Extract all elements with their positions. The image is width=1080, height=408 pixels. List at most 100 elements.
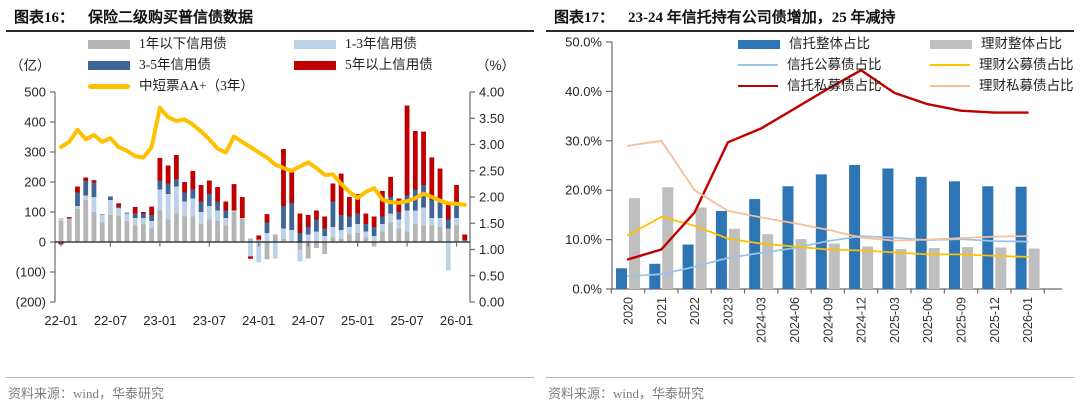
svg-text:25-07: 25-07 — [390, 313, 423, 328]
figure16-source-note: 资料来源：wind，华泰研究 — [6, 377, 534, 408]
figure17-legend-label: 理财整体占比 — [981, 36, 1062, 51]
svg-text:3.50: 3.50 — [479, 111, 504, 126]
svg-text:3.00: 3.00 — [479, 137, 504, 152]
svg-text:2022: 2022 — [688, 297, 702, 325]
svg-text:30.0%: 30.0% — [565, 133, 602, 148]
figure16-legend-item: 1-3年信用债 — [294, 34, 433, 54]
figure17-chart-area: 50.0% 40.0% 30.0% 20.0% 10.0% 0.0% 2020 2021 202… — [540, 32, 1080, 377]
figure16-legend-swatch — [294, 60, 336, 70]
figure16-legend-label: 5年以上信用债 — [345, 57, 433, 72]
figure16-legend-swatch — [88, 83, 130, 89]
svg-text:2021: 2021 — [655, 297, 669, 325]
figure17-legend-item: 理财私募债占比 — [930, 76, 1074, 96]
figure17-legend-swatch — [738, 64, 778, 66]
figure17-panel: 图表17： 23-24 年信托持有公司债增加，25 年减持 50.0% 40.0% 3… — [540, 0, 1080, 408]
figure17-x-labels: 2020 2021 2022 2023 2024-03 2024-06 2024-09 202… — [622, 297, 1036, 343]
figure16-legend: 1年以下信用债 1-3年信用债 3-5年信用债 5年以上信用债中短票AA+（3年） — [88, 34, 433, 96]
figure17-legend: 信托整体占比 理财整体占比信托公募债占比 理财公募债占比信托私募债占比 理财私募债占比 — [738, 34, 1074, 96]
figure17-legend-item: 信托整体占比 — [738, 34, 930, 54]
svg-text:0.50: 0.50 — [479, 268, 504, 283]
figure16-legend-item: 3-5年信用债 — [88, 55, 294, 75]
svg-text:0.0%: 0.0% — [572, 282, 602, 297]
svg-text:2024-09: 2024-09 — [821, 297, 835, 343]
svg-text:2025-12: 2025-12 — [988, 297, 1002, 343]
svg-text:22-01: 22-01 — [44, 313, 77, 328]
figure16-legend-label: 中短票AA+（3年） — [139, 78, 254, 93]
svg-text:40.0%: 40.0% — [565, 84, 602, 99]
svg-text:(100): (100) — [16, 265, 46, 280]
figure16-yield-line — [59, 105, 467, 207]
svg-text:2026-01: 2026-01 — [1021, 297, 1035, 343]
svg-text:2025-09: 2025-09 — [955, 297, 969, 343]
figure17-legend-swatch — [930, 39, 972, 49]
figure16-tag: 图表16： — [14, 10, 75, 26]
svg-text:（%）: （%） — [476, 58, 515, 73]
svg-text:100: 100 — [24, 205, 46, 220]
svg-text:1.50: 1.50 — [479, 216, 504, 231]
figure17-legend-item: 理财公募债占比 — [930, 55, 1074, 75]
figure17-header: 图表17： 23-24 年信托持有公司债增加，25 年减持 — [546, 0, 1074, 32]
svg-text:20.0%: 20.0% — [565, 183, 602, 198]
svg-text:10.0%: 10.0% — [565, 232, 602, 247]
svg-text:2020: 2020 — [622, 297, 636, 325]
figure17-lines — [626, 69, 1029, 278]
svg-text:1.00: 1.00 — [479, 242, 504, 257]
figure17-chart-canvas: 50.0%40.0%30.0%20.0%10.0%0.0%2020 2021 202… — [565, 35, 1062, 343]
figure16-legend-swatch — [88, 39, 130, 49]
figure16-chart-area: 500 400 300 200 100 0 (100) (200) 4.00 3.50 3.00 2.… — [0, 32, 540, 377]
figure16-panel: 图表16： 保险二级购买普信债数据 500 400 300 200 100 0 (100) (2… — [0, 0, 540, 408]
figure17-legend-label: 信托整体占比 — [789, 36, 870, 51]
figure17-legend-label: 理财私募债占比 — [979, 78, 1074, 93]
figure16-bars — [58, 105, 468, 271]
figure17-legend-label: 信托私募债占比 — [787, 78, 882, 93]
svg-text:2024-12: 2024-12 — [855, 297, 869, 343]
svg-text:24-07: 24-07 — [292, 313, 325, 328]
svg-text:2024-03: 2024-03 — [755, 297, 769, 343]
figure16-legend-item: 1年以下信用债 — [88, 34, 294, 54]
figure17-source-note: 资料来源：wind，华泰研究 — [546, 377, 1074, 408]
svg-text:200: 200 — [24, 175, 46, 190]
figure16-legend-label: 3-5年信用债 — [139, 57, 211, 72]
svg-text:500: 500 — [24, 85, 46, 100]
svg-text:2.00: 2.00 — [479, 190, 504, 205]
figure17-tag: 图表17： — [554, 10, 615, 26]
figure17-legend-label: 信托公募债占比 — [787, 57, 882, 72]
figure17-title: 23-24 年信托持有公司债增加，25 年减持 — [628, 10, 896, 26]
svg-text:24-01: 24-01 — [242, 313, 275, 328]
figure17-legend-label: 理财公募债占比 — [979, 57, 1074, 72]
figure16-legend-label: 1-3年信用债 — [345, 36, 417, 51]
svg-text:0.00: 0.00 — [479, 295, 504, 310]
figure16-legend-label: 1年以下信用债 — [139, 36, 227, 51]
figure17-legend-swatch — [738, 84, 778, 88]
figure16-legend-swatch — [294, 39, 336, 49]
figure16-source-text: 资料来源：wind，华泰研究 — [8, 386, 165, 401]
figure17-legend-item: 信托私募债占比 — [738, 76, 930, 96]
figure16-header: 图表16： 保险二级购买普信债数据 — [6, 0, 534, 32]
figure16-legend-item: 5年以上信用债 — [294, 55, 433, 75]
figure16-chart-canvas: 500 400 300 200 100 0 (100) (200) 4.00 3.50 3.00 2.… — [10, 58, 515, 328]
svg-text:2024-06: 2024-06 — [788, 297, 802, 343]
svg-text:23-07: 23-07 — [193, 313, 226, 328]
figure17-legend-swatch — [738, 39, 780, 49]
figure16-title: 保险二级购买普信债数据 — [88, 10, 254, 26]
figure17-source-text: 资料来源：wind，华泰研究 — [548, 386, 705, 401]
figure16-legend-item: 中短票AA+（3年） — [88, 76, 294, 96]
figure17-legend-swatch — [930, 85, 970, 87]
figure17-bars — [616, 165, 1040, 289]
svg-text:22-07: 22-07 — [94, 313, 127, 328]
svg-text:0: 0 — [39, 235, 46, 250]
svg-text:2.50: 2.50 — [479, 163, 504, 178]
svg-text:300: 300 — [24, 145, 46, 160]
figure16-x-axis: 22-01 22-07 23-01 23-07 24-01 24-07 25-01 25-07… — [44, 241, 473, 328]
svg-text:2023: 2023 — [721, 297, 735, 325]
figure17-legend-item: 信托公募债占比 — [738, 55, 930, 75]
svg-text:50.0%: 50.0% — [565, 35, 602, 50]
svg-text:400: 400 — [24, 115, 46, 130]
svg-text:4.00: 4.00 — [479, 85, 504, 100]
svg-text:26-01: 26-01 — [440, 313, 473, 328]
figure17-legend-swatch — [930, 64, 970, 66]
svg-text:2025-03: 2025-03 — [888, 297, 902, 343]
svg-text:2025-06: 2025-06 — [921, 297, 935, 343]
figure16-legend-swatch — [88, 60, 130, 70]
